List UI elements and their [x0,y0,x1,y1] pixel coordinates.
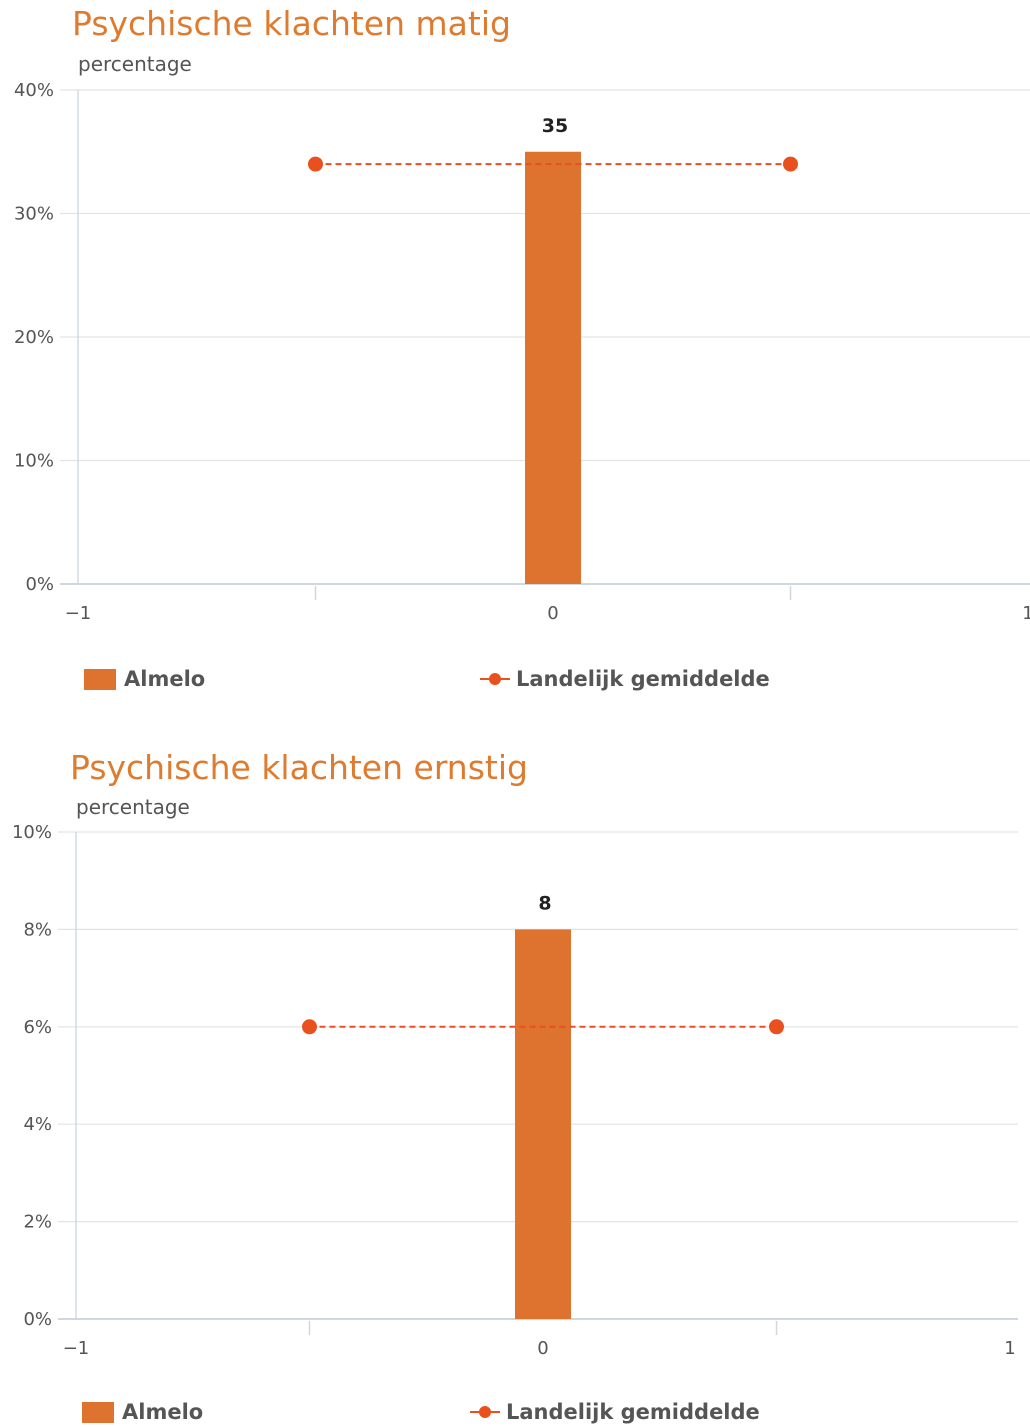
y-tick-label: 8% [23,919,52,940]
legend-marker-landelijk-gemiddelde [480,672,510,686]
plot-area: 0% 10% 20% 30% 40% −1 0 1 35 [14,80,1030,624]
legend-swatch-almelo [82,1401,114,1423]
legend-marker-landelijk-gemiddelde [470,1405,500,1419]
average-point [302,1019,317,1035]
chart-matig: Psychische klachten matig percentage 0% 1… [0,0,1030,712]
x-tick-label: 0 [537,1338,548,1359]
legend-label-almelo: Almelo [124,667,206,691]
average-point [769,1019,784,1035]
y-axis-label: percentage [76,795,190,819]
legend-label-almelo: Almelo [122,1400,204,1424]
y-tick-label: 0% [23,1309,52,1330]
legend-label-landelijk-gemiddelde: Landelijk gemiddelde [516,667,770,691]
legend: Almelo Landelijk gemiddelde [0,664,1030,694]
x-tick-label: −1 [65,603,92,624]
bar-data-label: 35 [542,115,568,137]
bar-data-label: 8 [538,892,551,914]
average-point [308,156,323,172]
x-tick-label: 1 [1022,603,1030,624]
legend-item-landelijk-gemiddelde[interactable]: Landelijk gemiddelde [480,664,770,694]
y-tick-label: 2% [23,1212,52,1233]
average-point [783,156,798,172]
legend: Almelo Landelijk gemiddelde [0,1397,1030,1427]
legend-item-landelijk-gemiddelde[interactable]: Landelijk gemiddelde [470,1397,760,1427]
x-tick-label: 1 [1004,1338,1015,1359]
x-tick-label: −1 [63,1338,90,1359]
chart-title: Psychische klachten ernstig [70,748,528,787]
y-tick-label: 4% [23,1114,52,1135]
y-tick-label: 10% [14,451,54,472]
chart-title: Psychische klachten matig [72,4,511,43]
y-tick-label: 0% [25,574,54,595]
plot-area: 0% 2% 4% 6% 8% 10% −1 0 1 8 [12,822,1018,1359]
legend-swatch-almelo [84,668,116,690]
legend-label-landelijk-gemiddelde: Landelijk gemiddelde [506,1400,760,1424]
bar-almelo [515,929,571,1319]
y-axis-label: percentage [78,52,192,76]
legend-item-almelo[interactable]: Almelo [84,664,205,694]
y-tick-label: 20% [14,327,54,348]
y-tick-label: 10% [12,822,52,843]
legend-item-almelo[interactable]: Almelo [82,1397,203,1427]
y-tick-label: 6% [23,1017,52,1038]
bar-almelo [525,151,581,584]
y-tick-label: 30% [14,204,54,225]
x-tick-label: 0 [547,603,558,624]
y-tick-label: 40% [14,80,54,101]
